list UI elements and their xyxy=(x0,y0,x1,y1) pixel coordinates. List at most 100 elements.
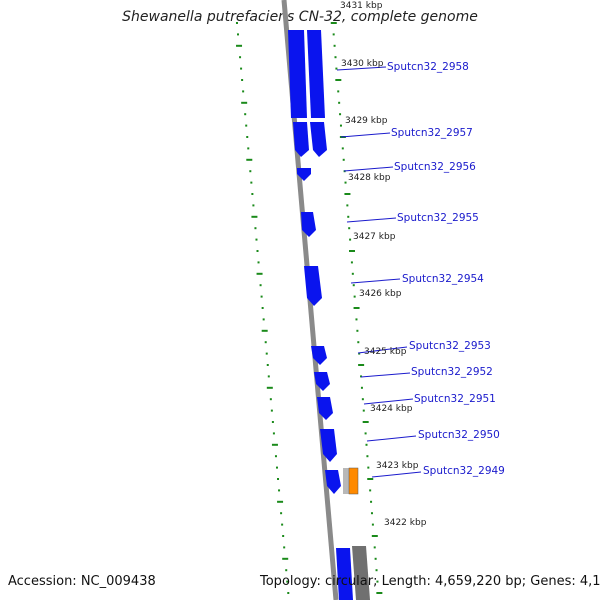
left-ruler-tick xyxy=(254,227,257,230)
kbp-label-3423: 3423 kbp xyxy=(376,461,419,471)
gene-label-2949[interactable]: Sputcn32_2949 xyxy=(423,465,505,477)
left-ruler-tick xyxy=(256,272,263,275)
right-ruler-tick xyxy=(360,386,363,389)
left-ruler-tick xyxy=(280,512,283,515)
left-ruler-tick xyxy=(252,204,255,207)
gene-label-2957[interactable]: Sputcn32_2957 xyxy=(391,127,473,139)
left-ruler-tick xyxy=(249,170,252,173)
left-ruler-tick xyxy=(275,466,278,469)
left-ruler-tick xyxy=(270,409,273,412)
left-ruler-tick xyxy=(256,250,259,252)
left-ruler-tick xyxy=(281,523,284,526)
left-ruler-tick xyxy=(247,147,250,150)
gene-arrow-2956[interactable] xyxy=(297,168,311,181)
gene-arrow-2954[interactable] xyxy=(304,266,322,306)
gene-arrow-2957b[interactable] xyxy=(310,122,327,157)
left-ruler-tick xyxy=(271,421,274,423)
right-ruler-tick xyxy=(347,215,350,218)
left-ruler-tick xyxy=(277,500,284,503)
right-ruler-tick xyxy=(365,443,368,446)
right-ruler-tick xyxy=(342,158,345,161)
left-tick-track xyxy=(235,22,290,594)
left-ruler-tick xyxy=(242,90,245,93)
right-ruler-tick xyxy=(376,592,383,594)
right-ruler-tick xyxy=(353,307,360,309)
right-ruler-tick xyxy=(352,284,355,287)
gene-label-2956[interactable]: Sputcn32_2956 xyxy=(394,161,476,173)
gene-label-2958[interactable]: Sputcn32_2958 xyxy=(387,61,469,73)
left-ruler-tick xyxy=(267,375,270,378)
right-ruler-tick xyxy=(337,90,340,93)
left-ruler-tick xyxy=(266,386,273,389)
right-ruler-tick xyxy=(332,33,335,36)
genome-summary-text: Topology: circular; Length: 4,659,220 bp… xyxy=(260,574,600,589)
right-ruler-tick xyxy=(339,124,342,127)
gene-arrow-bottom-left[interactable] xyxy=(336,548,353,600)
label-lines xyxy=(336,66,422,478)
gene-label-2950[interactable]: Sputcn32_2950 xyxy=(418,429,500,441)
gene-arrow-top-right[interactable] xyxy=(307,30,325,118)
right-ruler-tick xyxy=(361,398,364,401)
left-ruler-tick xyxy=(262,318,265,321)
right-ruler-tick xyxy=(371,523,374,526)
left-ruler-tick xyxy=(261,329,268,332)
right-ruler-tick xyxy=(374,557,377,560)
kbp-label-3424: 3424 kbp xyxy=(370,404,413,414)
right-ruler-tick xyxy=(356,329,359,332)
left-ruler-tick xyxy=(282,557,289,560)
gene-arrow-2949[interactable] xyxy=(325,470,341,494)
kbp-label-3426: 3426 kbp xyxy=(359,289,402,299)
right-ruler-tick xyxy=(339,113,342,116)
right-ruler-tick xyxy=(333,44,336,47)
right-ruler-tick xyxy=(367,478,374,480)
right-ruler-tick xyxy=(366,455,369,458)
right-ruler-tick xyxy=(360,375,363,378)
left-ruler-tick xyxy=(241,79,244,81)
left-ruler-tick xyxy=(272,432,275,435)
left-ruler-tick xyxy=(283,546,286,549)
gene-arrow-2957a[interactable] xyxy=(293,122,309,157)
right-ruler-tick xyxy=(367,466,370,469)
right-ruler-tick xyxy=(357,341,360,344)
right-ruler-tick xyxy=(344,181,347,184)
left-ruler-tick xyxy=(271,443,278,446)
left-ruler-tick xyxy=(286,580,289,583)
genome-title: Shewanella putrefaciens CN-32, complete … xyxy=(122,9,478,25)
right-ruler-tick xyxy=(348,227,351,230)
gene-arrow-bottom-grey[interactable] xyxy=(352,546,370,600)
left-ruler-tick xyxy=(264,341,267,344)
right-ruler-tick xyxy=(353,295,356,298)
gene-arrow-top-left[interactable] xyxy=(288,30,307,118)
left-ruler-tick xyxy=(236,44,243,47)
gene-label-2953[interactable]: Sputcn32_2953 xyxy=(409,340,491,352)
left-ruler-tick xyxy=(237,33,240,36)
gene-arrow-2950[interactable] xyxy=(320,429,337,462)
right-ruler-tick xyxy=(341,147,344,150)
gene-label-2952[interactable]: Sputcn32_2952 xyxy=(411,366,493,378)
left-ruler-tick xyxy=(250,181,253,184)
gene-label-2951[interactable]: Sputcn32_2951 xyxy=(414,393,496,405)
gene-arrow-2951[interactable] xyxy=(317,397,333,420)
gene-arrow-2952[interactable] xyxy=(314,372,330,391)
left-ruler-tick xyxy=(239,56,242,59)
kbp-label-3431: 3431 kbp xyxy=(340,1,383,11)
accession-text: Accession: NC_009438 xyxy=(8,574,156,589)
left-ruler-tick xyxy=(265,352,268,355)
left-ruler-tick xyxy=(287,592,290,594)
right-ruler-tick xyxy=(355,318,358,321)
gene-label-2954[interactable]: Sputcn32_2954 xyxy=(402,273,484,285)
left-ruler-tick xyxy=(251,215,258,218)
left-ruler-tick xyxy=(269,398,272,401)
gene-block-2949-highlight[interactable] xyxy=(348,467,359,495)
left-ruler-tick xyxy=(251,193,254,195)
gene-arrow-2955[interactable] xyxy=(301,212,316,237)
right-ruler-tick xyxy=(330,22,337,24)
kbp-label-3430: 3430 kbp xyxy=(341,59,384,69)
gene-block-2949-grey[interactable] xyxy=(343,468,349,494)
gene-arrow-2953[interactable] xyxy=(311,346,327,365)
gene-label-2955[interactable]: Sputcn32_2955 xyxy=(397,212,479,224)
right-ruler-tick xyxy=(350,261,353,264)
kbp-label-3427: 3427 kbp xyxy=(353,232,396,242)
left-ruler-tick xyxy=(278,489,281,492)
